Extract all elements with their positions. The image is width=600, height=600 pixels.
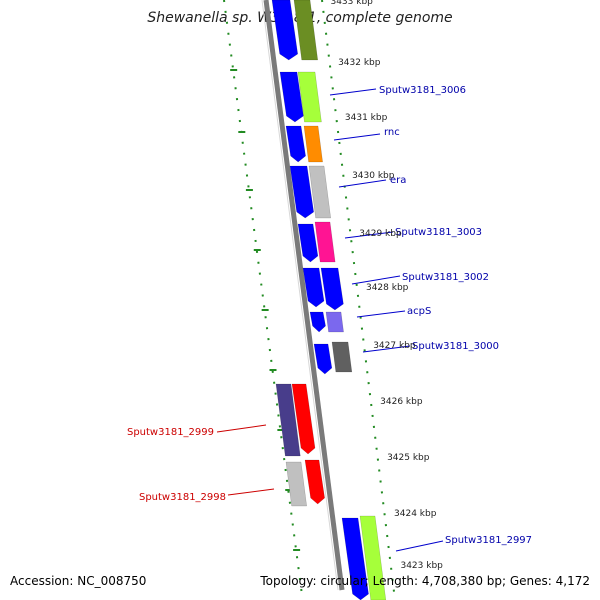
label-leader-line — [329, 88, 377, 96]
backbone-highlight — [261, 0, 339, 591]
gene-label-Sputw3181_2997: Sputw3181_2997 — [445, 535, 532, 546]
label-leader-line — [362, 345, 411, 353]
gene-block-Sputw3181_2998 — [304, 459, 325, 505]
gene-label-rnc: rnc — [384, 127, 400, 138]
ruler-tick-label: 3427 kbp — [373, 341, 416, 351]
label-leader-line — [351, 275, 401, 285]
label-leader-line — [227, 488, 275, 496]
genome-backbone — [261, 0, 345, 591]
cds-block — [279, 71, 304, 123]
ruler-tick-label: 3426 kbp — [380, 397, 423, 407]
ruler-tick-label: 3433 kbp — [330, 0, 373, 7]
cds-block — [289, 165, 314, 219]
kbp-ruler: 3433 kbp 3432 kbp 3431 kbp 3430 kbp 3429 kbp… — [330, 0, 443, 571]
gene-block-era — [308, 165, 331, 219]
ruler-tick-label: 3429 kbp — [359, 229, 402, 239]
gene-block-Sputw3181_3002 — [320, 267, 344, 311]
genome-stats: Topology: circular; Length: 4,708,380 bp… — [260, 574, 590, 588]
cds-block — [309, 311, 326, 333]
gene-block-Sputw3181_2997 — [359, 515, 387, 600]
gene-block-Sputw3181_2999 — [275, 383, 301, 457]
gene-block-rnc — [303, 125, 323, 163]
ruler-tick-label: 3430 kbp — [352, 171, 395, 181]
gene-label-Sputw3181_2998: Sputw3181_2998 — [139, 492, 226, 503]
gene-block-acpS — [325, 311, 344, 333]
ruler-tick-label: 3424 kbp — [394, 509, 437, 519]
gene-blocks — [271, 0, 387, 600]
cds-block — [313, 343, 333, 375]
label-leader-line — [344, 231, 394, 239]
label-leader-line — [333, 133, 381, 141]
gene-label-Sputw3181_2999: Sputw3181_2999 — [127, 427, 214, 438]
gene-block-Sputw3181_3000 — [331, 341, 353, 373]
gene-block-Sputw3181_2999 — [291, 383, 316, 455]
dotted-track-2 — [321, 0, 396, 600]
cds-block — [285, 125, 306, 163]
gene-label-Sputw3181_3002: Sputw3181_3002 — [402, 272, 489, 283]
label-leader-line — [338, 179, 387, 188]
ruler-tick-label: 3425 kbp — [387, 453, 430, 463]
cds-block — [341, 517, 369, 600]
label-leader-line — [395, 540, 444, 552]
gene-block-Sputw3181_3003 — [314, 221, 336, 263]
label-leader-line — [356, 310, 406, 318]
cds-block — [302, 267, 325, 308]
gene-label-Sputw3181_3006: Sputw3181_3006 — [379, 85, 466, 96]
gene-block-Sputw3181_3006 — [293, 0, 319, 61]
gene-label-era: era — [390, 175, 406, 186]
cds-block — [297, 223, 319, 263]
dotted-track-1 — [223, 0, 303, 596]
ruler-tick-label: 3432 kbp — [338, 58, 381, 68]
ruler-tick-label: 3428 kbp — [366, 283, 409, 293]
gene-label-acpS: acpS — [407, 306, 431, 317]
accession-label: Accession: NC_008750 — [10, 574, 147, 588]
cds-block — [271, 0, 298, 61]
gene-label-Sputw3181_3003: Sputw3181_3003 — [395, 227, 482, 238]
ruler-tick-label: 3431 kbp — [345, 113, 388, 123]
label-leader-line — [216, 424, 267, 433]
gene-label-Sputw3181_3000: Sputw3181_3000 — [412, 341, 499, 352]
gene-block-Sputw3181_2998 — [285, 461, 307, 507]
backbone-line — [263, 0, 345, 591]
ruler-tick-label: 3423 kbp — [400, 561, 443, 571]
gene-block-Sputw3181_3006 — [297, 71, 322, 123]
